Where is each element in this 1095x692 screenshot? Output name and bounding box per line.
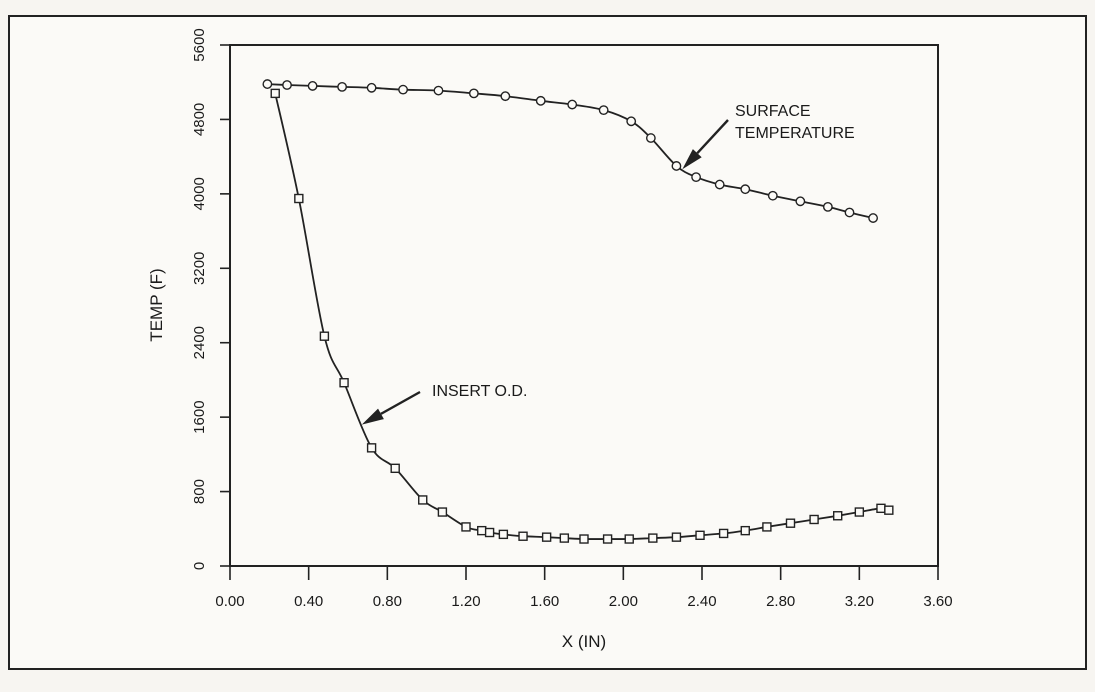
data-point-square [339,378,349,388]
x-tick-label: 1.20 [451,593,480,610]
x-tick-label: 1.60 [530,593,559,610]
data-point-square [461,522,471,532]
data-point-square [785,518,796,528]
data-point-circle [500,91,511,102]
data-point-circle [307,81,318,91]
data-point-circle [282,80,292,90]
data-point-square [484,527,495,538]
y-tick-label: 800 [191,479,208,504]
data-point-square [498,529,509,540]
data-point-square [648,533,658,543]
data-point-square [854,507,865,517]
data-point-circle [671,161,682,171]
data-point-circle [535,95,546,106]
data-point-circle [767,190,778,201]
annotation-label: SURFACE [735,103,811,120]
data-point-square [390,463,400,474]
annotation-label: INSERT O.D. [432,383,527,400]
data-point-circle [868,213,878,223]
data-point-square [418,495,428,505]
annotation-arrow-head [682,149,702,170]
data-point-square [624,534,634,544]
x-tick-label: 3.20 [845,593,874,610]
data-point-square [602,534,613,544]
data-point-circle [822,201,833,212]
data-point-circle [398,84,408,95]
x-tick-label: 2.00 [609,593,638,610]
data-point-square [319,331,330,341]
x-tick-label: 3.60 [923,593,952,610]
data-point-square [876,503,886,514]
y-tick-label: 4800 [191,103,208,136]
figure-border [8,15,1087,670]
data-point-square [695,530,705,540]
data-point-circle [645,133,656,143]
data-point-circle [567,99,578,110]
y-tick-label: 0 [191,562,208,570]
data-point-square [294,193,304,204]
data-point-circle [844,207,855,218]
annotation-label: TEMPERATURE [735,125,855,142]
x-tick-label: 2.80 [766,593,795,610]
data-point-circle [740,184,751,195]
data-point-square [518,531,528,541]
x-tick-label: 2.40 [687,593,716,610]
series-layer [262,79,894,544]
annotation-arrow-shaft [380,390,421,415]
data-point-square [740,525,750,536]
y-axis: 0 800 1600 2400 3200 4000 4800 5600 [191,28,230,570]
annotation-arrow-head [361,408,384,425]
data-point-circle [337,81,347,92]
annotation-surface-temperature: SURFACE TEMPERATURE [682,103,855,170]
annotation-arrow-shaft [696,119,729,154]
data-point-square [541,532,552,542]
y-tick-label: 3200 [191,252,208,285]
data-point-square [437,507,448,517]
data-point-circle [433,85,444,96]
x-tick-label: 0.00 [215,593,244,610]
data-point-square [671,532,682,542]
annotation-insert-od: INSERT O.D. [361,383,527,425]
data-point-square [270,88,280,99]
data-point-circle [598,105,609,116]
y-tick-label: 1600 [191,400,208,433]
data-point-square [762,522,772,532]
data-point-circle [714,179,725,190]
data-point-square [366,443,377,453]
data-point-square [809,514,819,525]
series-surface-temperature [262,79,878,223]
data-point-circle [691,172,701,183]
annotation-layer: SURFACE TEMPERATURE INSERT O.D. [361,103,855,425]
y-tick-label: 5600 [191,28,208,61]
series-insert-od [270,88,894,544]
data-point-square [833,511,843,521]
data-point-circle [626,116,637,127]
data-point-circle [468,88,479,99]
data-point-square [579,534,589,544]
data-point-square [477,525,487,536]
data-point-circle [795,196,806,207]
data-point-circle [366,82,377,93]
data-point-square [718,528,729,539]
plot-area [229,44,939,567]
x-tick-label: 0.80 [373,593,402,610]
y-axis-title: TEMP (F) [147,268,166,341]
data-point-square [559,533,570,543]
data-point-circle [262,79,273,89]
y-tick-label: 4000 [191,177,208,210]
y-tick-label: 2400 [191,326,208,359]
x-tick-label: 0.40 [294,593,323,610]
x-axis-title: X (IN) [562,632,606,651]
x-axis: 0.00 0.40 0.80 1.20 1.60 2.00 2.40 2.80 3.20 3.60 [215,566,953,610]
data-point-square [884,505,894,515]
